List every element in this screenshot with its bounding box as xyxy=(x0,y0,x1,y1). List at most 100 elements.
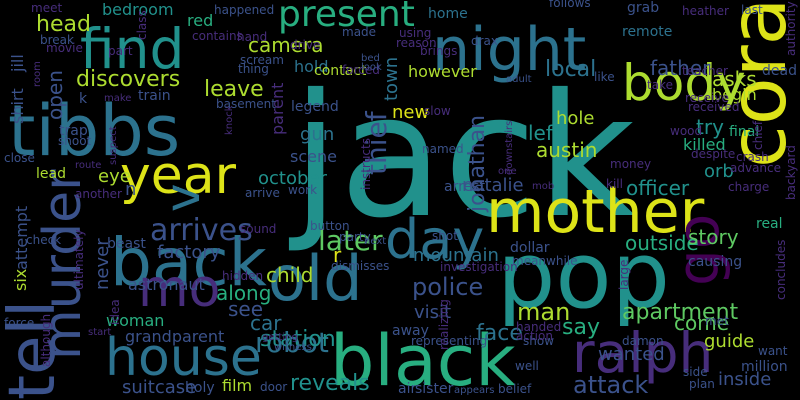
word-bed: bed xyxy=(361,53,380,64)
word-child: child xyxy=(266,263,313,287)
word-scene: scene xyxy=(290,147,337,166)
word-despite: despite xyxy=(691,147,735,161)
word-real: real xyxy=(756,216,783,232)
word-home: home xyxy=(428,6,468,22)
word-belief: belief xyxy=(498,382,532,396)
word-ralph: ralph xyxy=(572,321,713,385)
word-jill: jill xyxy=(8,54,27,73)
word-inside: inside xyxy=(718,369,771,390)
word-never: never xyxy=(92,238,113,290)
word-discovers: discovers xyxy=(76,67,180,92)
word-wood: wood xyxy=(670,124,702,138)
word-arrest: arrest xyxy=(444,179,485,195)
word-austin: austin xyxy=(536,138,597,162)
word-camera: camera xyxy=(248,33,324,57)
word-try: try xyxy=(696,115,724,139)
word-tibbs: tibbs xyxy=(8,90,180,172)
word-remote: remote xyxy=(622,24,672,40)
word-however: however xyxy=(408,62,477,81)
word-october: october xyxy=(258,168,327,189)
word-jonathan: jonathan xyxy=(465,115,490,213)
word-mountain: mountain xyxy=(413,245,499,266)
word-witness: witness xyxy=(274,342,312,353)
word-investigation: investigation xyxy=(440,260,518,274)
word-visit: visit xyxy=(414,302,451,323)
word-attempt: attempt xyxy=(12,206,31,270)
word-attack: attack xyxy=(573,371,648,399)
word-old: old xyxy=(268,242,363,315)
word-representing: representing xyxy=(411,334,487,348)
word-wanted: wanted xyxy=(598,344,665,365)
word-officer: officer xyxy=(626,176,690,200)
word-night: night xyxy=(432,15,586,85)
word-begin: begin xyxy=(712,85,757,104)
word-sister: sister xyxy=(415,381,454,397)
word-downstairs: downstairs xyxy=(504,121,515,175)
word-idea: idea xyxy=(108,299,122,325)
word-side: side xyxy=(683,365,708,379)
word-back: back xyxy=(110,224,268,301)
word-robot: robot xyxy=(255,326,329,359)
word-murder: murder xyxy=(33,169,93,360)
word-movie: movie xyxy=(46,41,83,55)
word-final: final xyxy=(729,124,759,140)
word-shot: shot xyxy=(432,229,458,243)
word-made: made xyxy=(342,25,376,39)
word-r: r xyxy=(333,243,342,267)
word-jack: jack xyxy=(288,58,635,256)
word-house: house xyxy=(105,328,262,388)
word-happened: happened xyxy=(214,3,274,17)
word-along: along xyxy=(216,281,271,305)
word-advance: advance xyxy=(730,161,781,175)
word-bedroom: bedroom xyxy=(102,0,174,19)
word-face: face xyxy=(476,321,523,346)
word-basement: basement xyxy=(216,97,276,111)
word-arrives: arrives xyxy=(150,213,253,248)
word-make: make xyxy=(104,93,131,104)
word-receive: receive xyxy=(685,91,729,105)
word-take: take xyxy=(647,78,673,92)
word-well: well xyxy=(515,359,539,373)
word-appears: appears xyxy=(454,385,494,396)
word-getting: getting xyxy=(262,332,298,343)
word-natalie: natalie xyxy=(462,175,524,196)
word-instructs: instructs xyxy=(359,138,373,190)
word-forced: forced xyxy=(342,63,380,77)
word-force: force xyxy=(4,316,34,330)
word-knock: knock xyxy=(224,105,235,135)
word-scream: scream xyxy=(240,53,284,67)
word-meet: meet xyxy=(31,1,62,15)
word-although: although xyxy=(39,314,53,367)
word-chief: chief xyxy=(751,120,765,150)
word-charge: charge xyxy=(728,180,769,194)
word-ultimately: ultimately xyxy=(72,229,86,290)
word-factory: factory xyxy=(157,242,221,263)
word-million: million xyxy=(741,359,788,375)
word-handed: handed xyxy=(516,320,561,334)
word-leave: leave xyxy=(204,77,264,102)
word-realizing: realizing xyxy=(437,299,451,350)
word-next: next xyxy=(364,236,386,247)
word-astronaut: astronaut xyxy=(128,275,205,294)
word-suitcase: suitcase xyxy=(122,377,196,398)
word-route: route xyxy=(75,160,101,171)
word-see: see xyxy=(228,297,263,321)
word-reveals: reveals xyxy=(290,371,370,396)
word-legend: legend xyxy=(291,99,339,115)
word-backyard: backyard xyxy=(784,145,798,200)
word-money: money xyxy=(610,157,651,171)
word-look: look xyxy=(361,62,382,73)
word-grandparent: grandparent xyxy=(125,327,224,346)
word-find: find xyxy=(80,17,184,81)
word-man: man xyxy=(517,298,570,326)
word-six: six xyxy=(11,269,30,291)
word-film: film xyxy=(222,376,252,395)
word-using: using xyxy=(399,26,431,40)
word-meanwhile: meanwhile xyxy=(512,254,578,268)
word-contact: contact xyxy=(314,63,367,79)
word-follows: follows xyxy=(549,0,591,10)
word-damon: damon xyxy=(622,334,664,348)
word-train: train xyxy=(138,88,171,104)
